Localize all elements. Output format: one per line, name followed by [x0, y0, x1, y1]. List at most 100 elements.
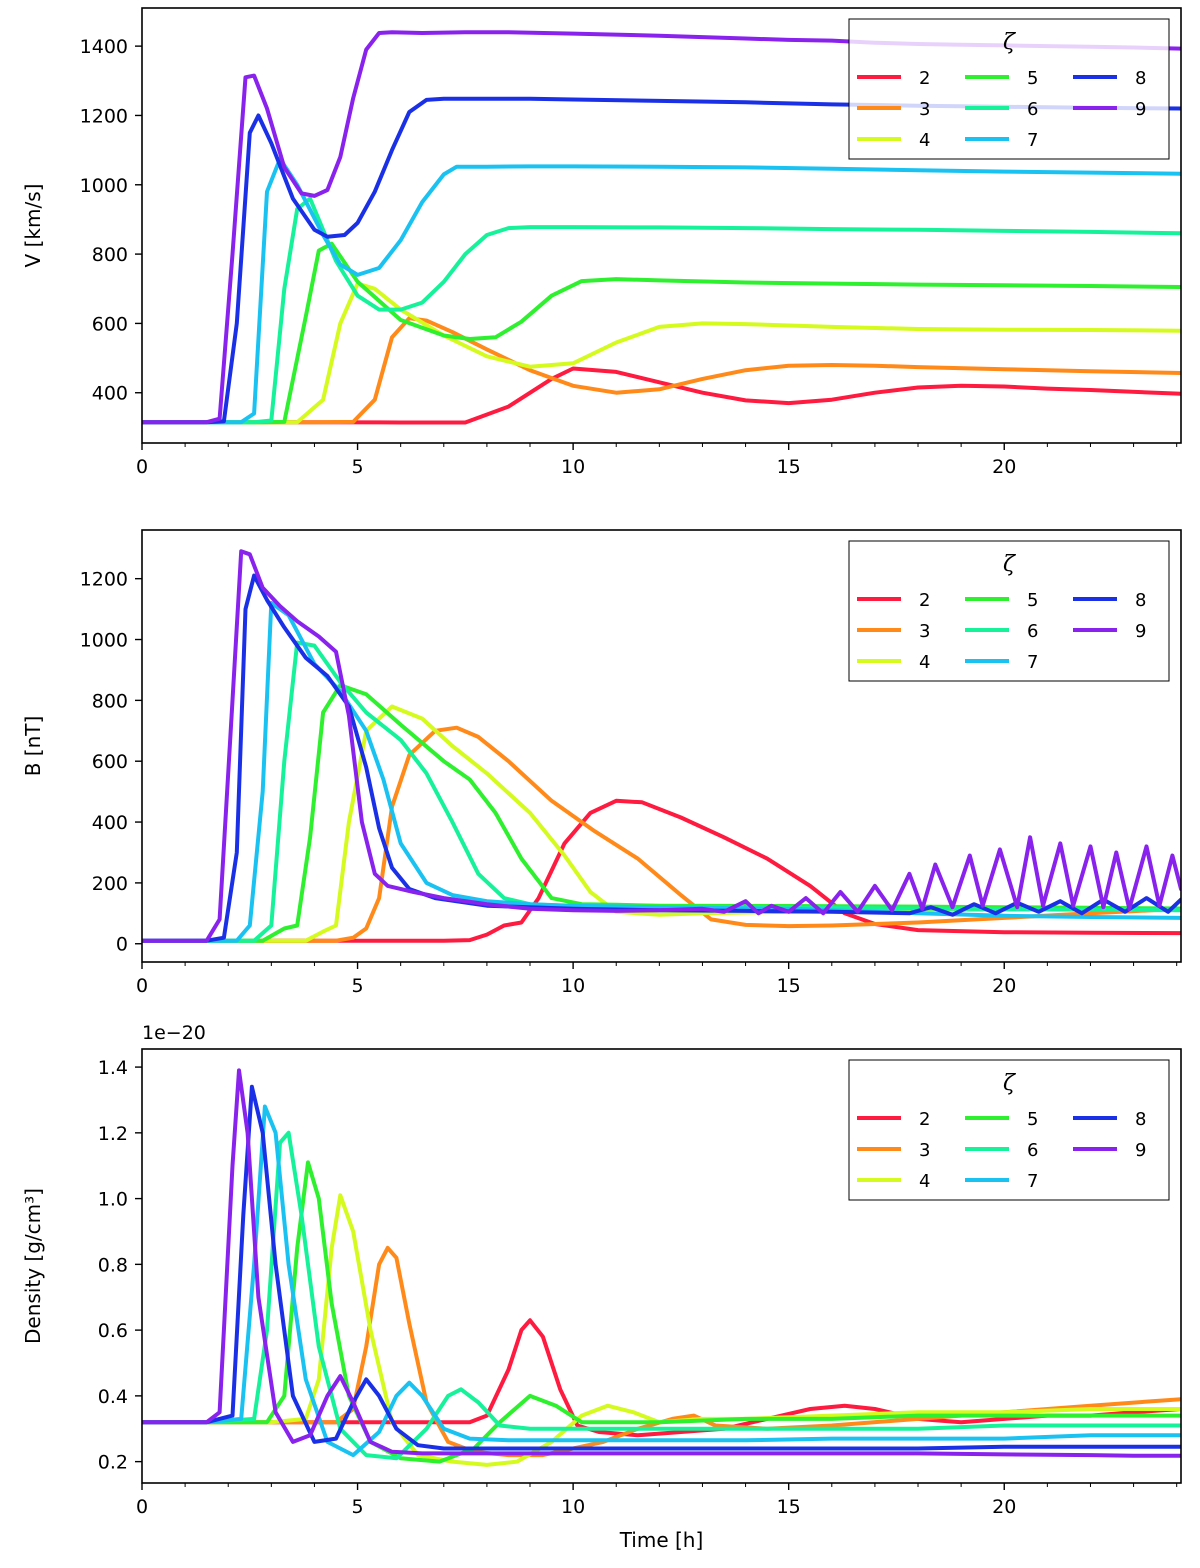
velocity-x-tick-label: 5 — [352, 456, 364, 478]
magnetic-field-series-3-line — [142, 725, 1181, 943]
density-series-6-line — [142, 1130, 1181, 1461]
density-legend-label-2: 2 — [919, 1109, 930, 1130]
velocity-series-7-line — [142, 156, 1181, 425]
velocity-legend: ζ 2 3 4 5 6 7 8 9 — [848, 18, 1170, 160]
density-y-tick-label: 1.4 — [98, 1057, 128, 1079]
magnetic-field-legend-label-2: 2 — [919, 590, 930, 611]
density-y-tick-label: 1.0 — [98, 1189, 128, 1211]
magnetic-field-legend-box — [848, 540, 1170, 682]
density-y-tick-label: 0.2 — [98, 1452, 128, 1474]
velocity-x-tick-label: 10 — [561, 456, 585, 478]
velocity-x-tick-label: 20 — [992, 456, 1016, 478]
magnetic-field-y-tick-label: 0 — [116, 934, 128, 956]
density-series-8-line — [142, 1084, 1181, 1451]
density-x-axis-label: Time [h] — [619, 1528, 704, 1552]
magnetic-field-y-tick-label: 200 — [92, 873, 128, 895]
magnetic-field-legend-label-5: 5 — [1027, 590, 1038, 611]
magnetic-field-legend-label-6: 6 — [1027, 621, 1038, 642]
density-series-2-line — [142, 1318, 1181, 1438]
density-legend-label-3: 3 — [919, 1140, 930, 1161]
density-series-9-line — [142, 1068, 1181, 1458]
velocity-legend-label-6: 6 — [1027, 99, 1038, 120]
density-axis-offset-label: 1e−20 — [142, 1022, 206, 1044]
velocity-series-2-line — [142, 366, 1181, 425]
density-legend-label-7: 7 — [1027, 1171, 1038, 1192]
magnetic-field-series-group — [142, 549, 1181, 943]
magnetic-field-x-tick-label: 5 — [352, 975, 364, 997]
magnetic-field-x-tick-label: 0 — [136, 975, 148, 997]
density-y-tick-label: 0.4 — [98, 1386, 128, 1408]
magnetic-field-series-6-line — [142, 640, 1181, 943]
velocity-y-tick-label: 800 — [92, 244, 128, 266]
velocity-y-tick-label: 600 — [92, 313, 128, 335]
magnetic-field-x-tick-label: 15 — [777, 975, 801, 997]
density-legend-label-9: 9 — [1135, 1140, 1146, 1161]
magnetic-field-series-5-line — [142, 683, 1181, 943]
magnetic-field-y-tick-label: 600 — [92, 751, 128, 773]
velocity-y-tick-label: 1000 — [80, 175, 128, 197]
magnetic-field-series-9-line — [142, 549, 1181, 943]
velocity-legend-box — [848, 18, 1170, 160]
density-x-tick-label: 20 — [992, 1496, 1016, 1518]
density-y-tick-label: 1.2 — [98, 1123, 128, 1145]
velocity-series-4-line — [142, 281, 1181, 425]
density-y-tick-label: 0.8 — [98, 1254, 128, 1276]
magnetic-field-x-tick-label: 10 — [561, 975, 585, 997]
velocity-panel: 0 5 10 15 20 400 600 800 1000 1200 1400 V [km/s] ζ 2 3… — [21, 7, 1182, 478]
velocity-y-tick-label: 1200 — [80, 105, 128, 127]
density-series-group — [142, 1068, 1181, 1467]
density-legend-label-4: 4 — [919, 1171, 930, 1192]
density-x-tick-label: 10 — [561, 1496, 585, 1518]
density-legend-label-8: 8 — [1135, 1109, 1146, 1130]
velocity-y-tick-label: 1400 — [80, 36, 128, 58]
magnetic-field-y-tick-label: 400 — [92, 812, 128, 834]
magnetic-field-legend-label-8: 8 — [1135, 590, 1146, 611]
velocity-y-tick-label: 400 — [92, 383, 128, 405]
velocity-series-6-line — [142, 196, 1181, 425]
velocity-legend-title: ζ — [1003, 30, 1017, 55]
velocity-x-tick-label: 15 — [777, 456, 801, 478]
density-legend: ζ 2 3 4 5 6 7 8 9 — [848, 1059, 1170, 1201]
density-series-7-line — [142, 1104, 1181, 1458]
velocity-legend-label-2: 2 — [919, 68, 930, 89]
magnetic-field-legend-title: ζ — [1003, 552, 1017, 577]
magnetic-field-plot-frame — [141, 529, 1182, 963]
density-y-axis-label: Density [g/cm³] — [21, 1188, 45, 1344]
magnetic-field-x-tick-label: 20 — [992, 975, 1016, 997]
density-legend-label-5: 5 — [1027, 1109, 1038, 1130]
density-legend-title: ζ — [1003, 1071, 1017, 1096]
magnetic-field-y-tick-label: 1200 — [80, 569, 128, 591]
magnetic-field-legend-label-4: 4 — [919, 652, 930, 673]
velocity-series-5-line — [142, 241, 1181, 425]
magnetic-field-legend-label-9: 9 — [1135, 621, 1146, 642]
magnetic-field-legend-label-7: 7 — [1027, 652, 1038, 673]
density-plot-frame — [141, 1048, 1182, 1484]
density-panel: 0 5 10 15 20 0.2 0.4 0.6 0.8 1.0 1.2 1.4 Density [g/… — [21, 1022, 1182, 1552]
density-x-tick-label: 15 — [777, 1496, 801, 1518]
density-y-tick-label: 0.6 — [98, 1320, 128, 1342]
velocity-x-tick-label: 0 — [136, 456, 148, 478]
velocity-series-3-line — [142, 316, 1181, 425]
magnetic-field-y-axis-label: B [nT] — [21, 716, 45, 777]
magnetic-field-y-tick-label: 800 — [92, 690, 128, 712]
velocity-y-axis-label: V [km/s] — [21, 184, 45, 268]
magnetic-field-legend-label-3: 3 — [919, 621, 930, 642]
velocity-legend-label-4: 4 — [919, 130, 930, 151]
density-legend-box — [848, 1059, 1170, 1201]
velocity-legend-label-3: 3 — [919, 99, 930, 120]
magnetic-field-legend: ζ 2 3 4 5 6 7 8 9 — [848, 540, 1170, 682]
velocity-series-group — [142, 30, 1181, 425]
velocity-legend-label-9: 9 — [1135, 99, 1146, 120]
velocity-plot-frame — [141, 7, 1182, 444]
density-x-tick-label: 5 — [352, 1496, 364, 1518]
velocity-legend-label-8: 8 — [1135, 68, 1146, 89]
density-x-tick-label: 0 — [136, 1496, 148, 1518]
velocity-series-8-line — [142, 96, 1181, 425]
magnetic-field-y-tick-label: 1000 — [80, 630, 128, 652]
velocity-legend-label-5: 5 — [1027, 68, 1038, 89]
density-series-5-line — [142, 1160, 1181, 1464]
velocity-legend-label-7: 7 — [1027, 130, 1038, 151]
density-legend-label-6: 6 — [1027, 1140, 1038, 1161]
